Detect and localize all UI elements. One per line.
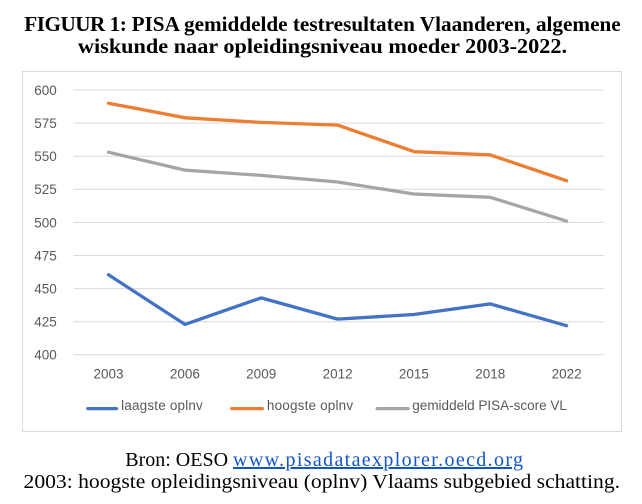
svg-text:gemiddeld PISA-score VL: gemiddeld PISA-score VL [412, 398, 567, 413]
svg-text:550: 550 [34, 149, 57, 164]
svg-text:575: 575 [34, 116, 57, 131]
svg-text:425: 425 [34, 315, 57, 330]
svg-text:400: 400 [34, 348, 57, 363]
svg-text:2012: 2012 [323, 367, 353, 382]
svg-text:2003: 2003 [93, 367, 123, 382]
svg-text:525: 525 [34, 182, 57, 197]
svg-text:500: 500 [34, 215, 57, 230]
svg-text:2018: 2018 [475, 367, 505, 382]
svg-text:hoogste oplnv: hoogste oplnv [267, 398, 353, 413]
svg-text:2006: 2006 [170, 367, 200, 382]
svg-text:2015: 2015 [399, 367, 429, 382]
svg-text:laagste oplnv: laagste oplnv [121, 398, 203, 413]
svg-text:600: 600 [34, 83, 57, 98]
svg-text:450: 450 [34, 282, 57, 297]
svg-text:2009: 2009 [246, 367, 276, 382]
svg-text:475: 475 [34, 248, 57, 263]
svg-text:2022: 2022 [552, 367, 582, 382]
